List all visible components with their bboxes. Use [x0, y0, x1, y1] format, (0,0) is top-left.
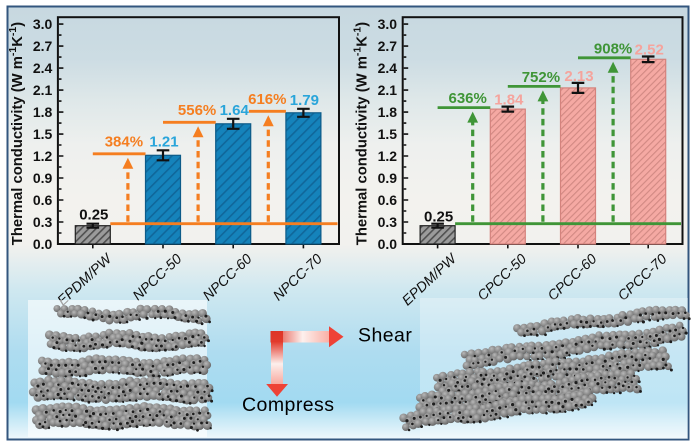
svg-text:3.0: 3.0	[378, 16, 398, 32]
svg-text:Shear: Shear	[358, 325, 412, 347]
svg-text:2.13: 2.13	[564, 68, 593, 85]
svg-text:3.0: 3.0	[33, 16, 53, 32]
svg-text:556%: 556%	[178, 102, 216, 119]
svg-text:0.0: 0.0	[378, 236, 398, 252]
svg-text:0.25: 0.25	[79, 207, 108, 224]
svg-text:1.79: 1.79	[290, 92, 319, 109]
svg-text:1.2: 1.2	[378, 148, 398, 164]
svg-text:1.21: 1.21	[149, 133, 178, 150]
svg-text:0.3: 0.3	[378, 214, 398, 230]
svg-text:1.8: 1.8	[378, 104, 398, 120]
svg-text:2.52: 2.52	[635, 42, 664, 59]
svg-text:2.4: 2.4	[378, 60, 398, 76]
svg-text:0.6: 0.6	[378, 192, 398, 208]
svg-text:636%: 636%	[449, 90, 487, 107]
svg-text:1.8: 1.8	[33, 104, 53, 120]
svg-text:1.5: 1.5	[378, 126, 398, 142]
svg-text:Compress: Compress	[242, 394, 334, 416]
svg-text:0.9: 0.9	[33, 170, 53, 186]
svg-text:0.25: 0.25	[424, 209, 453, 226]
svg-text:0.6: 0.6	[33, 192, 53, 208]
svg-text:Thermal conductivity (W m-1K-1: Thermal conductivity (W m-1K-1)	[7, 22, 26, 245]
svg-text:1.64: 1.64	[220, 102, 250, 119]
svg-text:2.1: 2.1	[33, 82, 53, 98]
svg-text:2.4: 2.4	[33, 60, 53, 76]
svg-text:2.7: 2.7	[378, 38, 398, 54]
svg-text:1.2: 1.2	[33, 148, 53, 164]
svg-text:384%: 384%	[105, 133, 143, 150]
svg-text:908%: 908%	[594, 40, 632, 57]
svg-text:0.9: 0.9	[378, 170, 398, 186]
svg-text:1.5: 1.5	[33, 126, 53, 142]
svg-text:1.84: 1.84	[494, 92, 524, 109]
svg-text:2.1: 2.1	[378, 82, 398, 98]
svg-text:0.3: 0.3	[33, 214, 53, 230]
svg-text:752%: 752%	[522, 69, 560, 86]
svg-text:Thermal conductivity (W m-1K-1: Thermal conductivity (W m-1K-1)	[352, 22, 371, 245]
svg-text:0.0: 0.0	[33, 236, 53, 252]
svg-text:616%: 616%	[248, 91, 286, 108]
svg-text:2.7: 2.7	[33, 38, 53, 54]
